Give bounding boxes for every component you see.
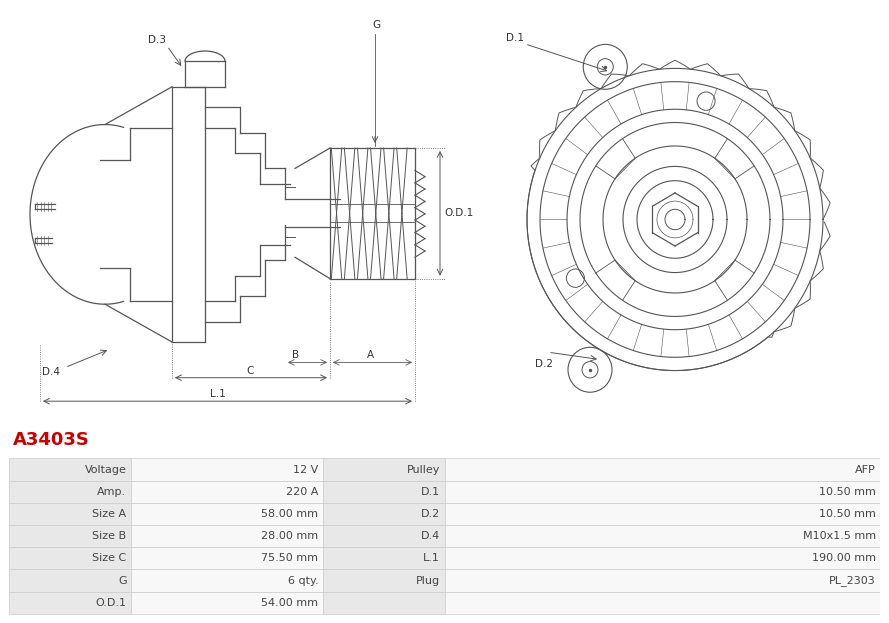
Text: AFP: AFP	[855, 465, 876, 475]
FancyBboxPatch shape	[323, 592, 444, 614]
Text: Size B: Size B	[92, 531, 126, 541]
Text: 10.50 mm: 10.50 mm	[819, 487, 876, 497]
Text: B: B	[292, 350, 300, 360]
FancyBboxPatch shape	[444, 592, 880, 614]
FancyBboxPatch shape	[131, 569, 323, 592]
Text: 12 V: 12 V	[292, 465, 318, 475]
Text: M10x1.5 mm: M10x1.5 mm	[803, 531, 876, 541]
FancyBboxPatch shape	[9, 547, 131, 569]
FancyBboxPatch shape	[323, 569, 444, 592]
FancyBboxPatch shape	[131, 503, 323, 525]
Text: O.D.1: O.D.1	[444, 208, 473, 218]
Text: Plug: Plug	[416, 576, 440, 586]
FancyBboxPatch shape	[131, 525, 323, 547]
Text: O.D.1: O.D.1	[95, 597, 126, 608]
FancyBboxPatch shape	[9, 525, 131, 547]
Text: D.2: D.2	[420, 509, 440, 519]
FancyBboxPatch shape	[9, 503, 131, 525]
Text: Pulley: Pulley	[407, 465, 440, 475]
Text: C: C	[246, 366, 253, 376]
FancyBboxPatch shape	[323, 503, 444, 525]
Text: 75.50 mm: 75.50 mm	[261, 553, 318, 563]
Text: PL_2303: PL_2303	[829, 575, 876, 586]
FancyBboxPatch shape	[444, 480, 880, 503]
Text: Size C: Size C	[92, 553, 126, 563]
Text: 220 A: 220 A	[285, 487, 318, 497]
FancyBboxPatch shape	[9, 592, 131, 614]
FancyBboxPatch shape	[323, 525, 444, 547]
FancyBboxPatch shape	[131, 480, 323, 503]
Text: A: A	[366, 350, 373, 360]
Text: 6 qty.: 6 qty.	[287, 576, 318, 586]
Text: G: G	[118, 576, 126, 586]
Text: 190.00 mm: 190.00 mm	[812, 553, 876, 563]
Text: L.1: L.1	[210, 389, 226, 399]
Text: Voltage: Voltage	[84, 465, 126, 475]
FancyBboxPatch shape	[323, 459, 444, 480]
FancyBboxPatch shape	[444, 525, 880, 547]
FancyBboxPatch shape	[323, 480, 444, 503]
Text: Amp.: Amp.	[98, 487, 126, 497]
FancyBboxPatch shape	[131, 547, 323, 569]
Text: 58.00 mm: 58.00 mm	[261, 509, 318, 519]
Text: D.1: D.1	[421, 487, 440, 497]
FancyBboxPatch shape	[9, 569, 131, 592]
Text: 10.50 mm: 10.50 mm	[819, 509, 876, 519]
Text: A3403S: A3403S	[13, 431, 90, 449]
Text: D.3: D.3	[148, 35, 166, 45]
Text: 54.00 mm: 54.00 mm	[261, 597, 318, 608]
FancyBboxPatch shape	[131, 592, 323, 614]
Text: D.4: D.4	[42, 367, 60, 377]
FancyBboxPatch shape	[444, 503, 880, 525]
Text: D.1: D.1	[506, 33, 524, 43]
FancyBboxPatch shape	[323, 547, 444, 569]
Text: D.4: D.4	[420, 531, 440, 541]
FancyBboxPatch shape	[444, 459, 880, 480]
FancyBboxPatch shape	[444, 569, 880, 592]
FancyBboxPatch shape	[444, 547, 880, 569]
FancyBboxPatch shape	[131, 459, 323, 480]
FancyBboxPatch shape	[9, 480, 131, 503]
Text: 28.00 mm: 28.00 mm	[261, 531, 318, 541]
Text: Size A: Size A	[92, 509, 126, 519]
Text: G: G	[372, 19, 380, 29]
Text: L.1: L.1	[423, 553, 440, 563]
FancyBboxPatch shape	[9, 459, 131, 480]
Text: D.2: D.2	[535, 359, 553, 369]
